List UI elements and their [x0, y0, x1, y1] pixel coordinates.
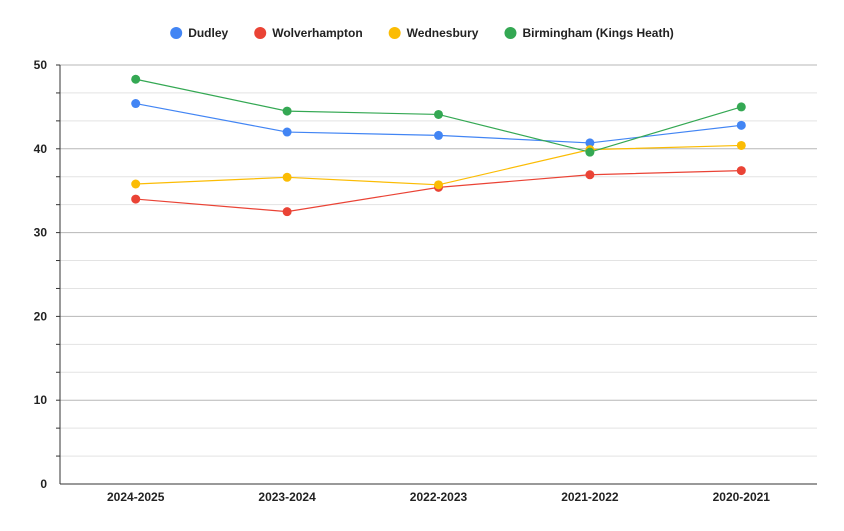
data-point — [585, 138, 595, 148]
legend: Dudley Wolverhampton Wednesbury Birmingham … — [170, 26, 674, 40]
x-tick-label: 2023-2024 — [258, 490, 316, 504]
data-point — [434, 109, 443, 119]
legend-marker — [254, 27, 267, 39]
data-point — [585, 170, 595, 180]
data-point — [736, 102, 746, 112]
data-point — [131, 179, 141, 189]
y-tick-label: 40 — [34, 142, 48, 156]
data-point — [434, 180, 443, 190]
data-point — [282, 106, 292, 116]
data-point — [131, 74, 141, 84]
axes — [59, 65, 817, 485]
x-tick-label: 2022-2023 — [410, 490, 468, 504]
data-point — [736, 120, 746, 130]
data-point — [736, 140, 746, 150]
data-point — [282, 127, 292, 137]
y-tick-label: 50 — [34, 58, 48, 72]
y-tick-labels: 0 10 20 30 40 50 — [34, 58, 48, 491]
legend-label: Dudley — [188, 26, 228, 40]
legend-marker — [504, 27, 517, 39]
y-tick-label: 10 — [34, 393, 48, 407]
y-tick-label: 30 — [34, 226, 48, 240]
y-tick-label: 20 — [34, 309, 48, 323]
data-point — [131, 99, 141, 109]
legend-label: Wednesbury — [407, 26, 479, 40]
data-point — [282, 172, 292, 182]
x-tick-labels: 2024-2025 2023-2024 2022-2023 2021-2022 2020… — [107, 490, 770, 504]
legend-marker — [388, 27, 401, 39]
data-point — [736, 166, 746, 176]
data-point — [282, 207, 292, 217]
legend-label: Wolverhampton — [272, 26, 362, 40]
x-tick-label: 2020-2021 — [713, 490, 771, 504]
y-tick-label: 0 — [40, 477, 47, 491]
legend-item: Dudley — [170, 26, 229, 40]
data-point — [585, 147, 595, 157]
legend-item: Wolverhampton — [254, 26, 363, 40]
data-point — [131, 194, 141, 204]
data-point — [434, 130, 443, 140]
gridlines — [56, 64, 817, 457]
legend-marker — [170, 27, 183, 39]
legend-item: Birmingham (Kings Heath) — [504, 26, 674, 40]
legend-label: Birmingham (Kings Heath) — [522, 26, 673, 40]
series-points — [131, 74, 746, 217]
legend-item: Wednesbury — [388, 26, 479, 40]
x-tick-label: 2021-2022 — [561, 490, 619, 504]
x-tick-label: 2024-2025 — [107, 490, 165, 504]
series-line-2 — [135, 144, 742, 186]
